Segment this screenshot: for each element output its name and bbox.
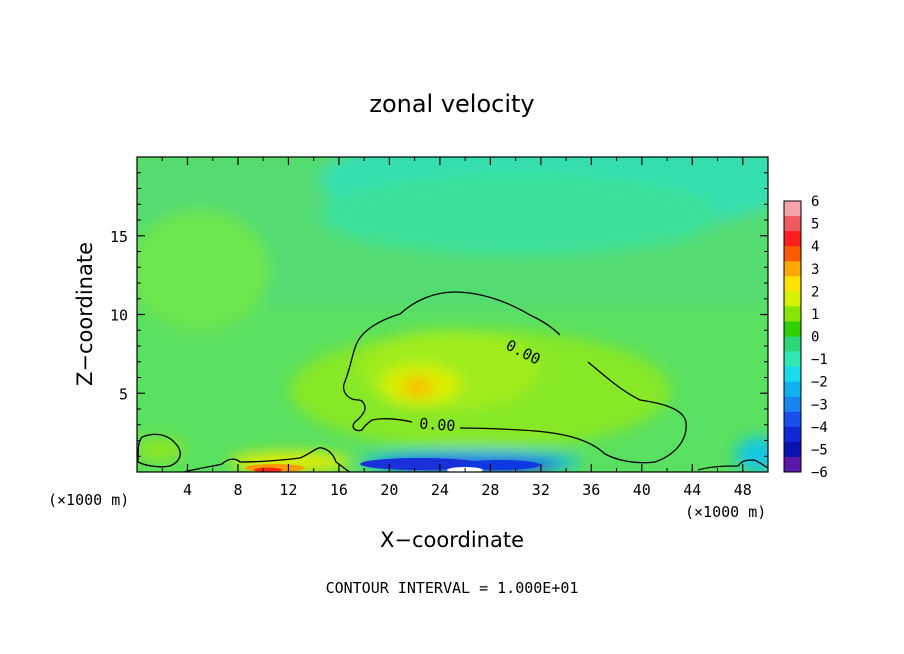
colorbar-swatch xyxy=(784,366,801,383)
colorbar-swatch xyxy=(784,396,801,413)
contour-line-upper xyxy=(342,291,687,464)
colorbar-swatch xyxy=(784,291,801,307)
x-tick-label: 44 xyxy=(683,481,701,499)
colorbar-swatch xyxy=(784,441,801,458)
colorbar-swatch xyxy=(784,411,801,428)
y-tick-label: 10 xyxy=(110,307,128,325)
colorbar-label: −3 xyxy=(811,397,828,413)
colorbar-swatch xyxy=(784,426,801,443)
colorbar-label: −1 xyxy=(811,352,828,368)
colorbar-swatch xyxy=(784,336,801,353)
x-tick-label: 16 xyxy=(330,481,348,499)
colorbar-swatch xyxy=(784,351,801,368)
colorbar-swatch xyxy=(784,246,801,262)
colorbar-swatch xyxy=(784,261,801,277)
x-tick-label: 28 xyxy=(481,481,499,499)
contour-label: 0.00 xyxy=(419,415,456,435)
colorbar-swatch xyxy=(784,321,801,337)
colorbar-label: 3 xyxy=(811,262,819,278)
contour-line-left-bump xyxy=(137,433,181,468)
colorbar-swatch xyxy=(784,456,801,473)
x-tick-label: 32 xyxy=(532,481,550,499)
colorbar-frame xyxy=(783,200,802,473)
colorbar-label: 1 xyxy=(811,307,819,323)
x-tick-label: 20 xyxy=(380,481,398,499)
contour-line-surface xyxy=(183,447,351,472)
colorbar-label: 6 xyxy=(811,194,819,210)
x-axis-label: X−coordinate xyxy=(380,528,524,552)
colorbar-label: −4 xyxy=(811,420,828,436)
x-tick-label: 8 xyxy=(233,481,242,499)
x-tick-label: 24 xyxy=(431,481,449,499)
colorbar-label: 5 xyxy=(811,217,819,233)
colorbar-label: −5 xyxy=(811,442,828,458)
x-tick-label: 40 xyxy=(633,481,651,499)
colorbar-label: 4 xyxy=(811,239,819,255)
colorbar-swatch xyxy=(784,276,801,292)
colorbar-label: −2 xyxy=(811,375,828,391)
contour-interval-footer: CONTOUR INTERVAL = 1.000E+01 xyxy=(326,579,579,597)
y-axis-label: Z−coordinate xyxy=(73,242,97,386)
colorbar-swatch xyxy=(784,201,801,217)
x-tick-label: 12 xyxy=(279,481,297,499)
colorbar: 6 5 4 3 2 1 0 −1 −2 −3 −4 −5 −6 xyxy=(783,194,828,481)
x-unit-label-right: (×1000 m) xyxy=(685,503,766,521)
colorbar-swatch xyxy=(784,306,801,322)
x-tick-label: 4 xyxy=(183,481,192,499)
contour-line-right-surface xyxy=(697,459,768,471)
zero-contours xyxy=(137,291,768,472)
x-tick-label: 48 xyxy=(734,481,752,499)
colorbar-swatch xyxy=(784,231,801,247)
colorbar-label: 0 xyxy=(811,330,819,346)
y-tick-label: 15 xyxy=(110,228,128,246)
velocity-field xyxy=(137,157,768,472)
y-tick-label: 5 xyxy=(119,385,128,403)
colorbar-swatch xyxy=(784,216,801,232)
colorbar-label: 2 xyxy=(811,284,819,300)
x-unit-label-left: (×1000 m) xyxy=(48,491,129,509)
colorbar-label: −6 xyxy=(811,465,828,481)
colorbar-swatch xyxy=(784,381,801,398)
chart-title: zonal velocity xyxy=(369,90,534,118)
x-tick-label: 36 xyxy=(582,481,600,499)
